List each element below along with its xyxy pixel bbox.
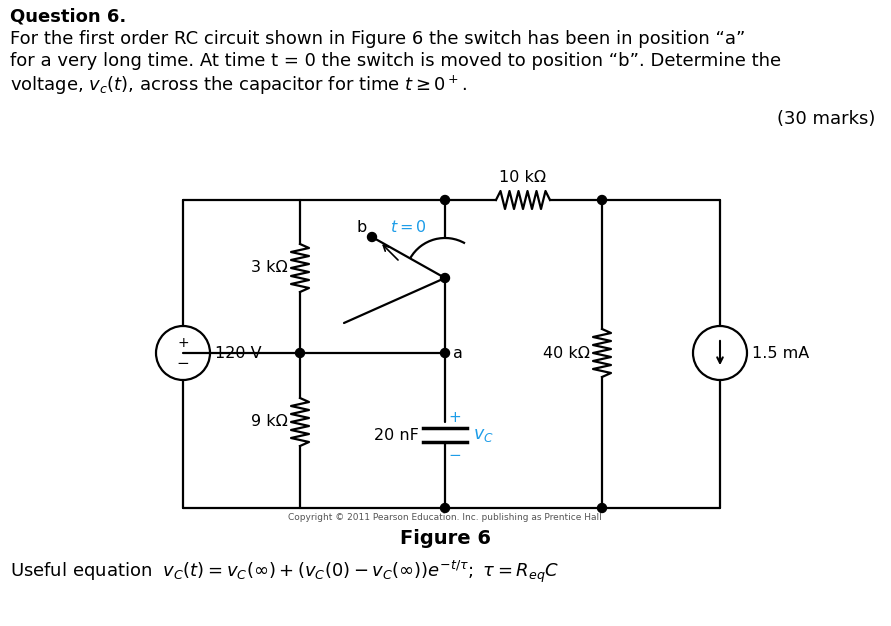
- Circle shape: [440, 195, 449, 205]
- Text: 20 nF: 20 nF: [374, 428, 419, 443]
- Circle shape: [440, 503, 449, 513]
- Circle shape: [440, 349, 449, 357]
- Text: +: +: [449, 409, 462, 424]
- Text: 120 V: 120 V: [215, 346, 262, 361]
- Text: for a very long time. At time t = 0 the switch is moved to position “b”. Determi: for a very long time. At time t = 0 the …: [10, 52, 781, 70]
- Text: 3 kΩ: 3 kΩ: [251, 260, 288, 275]
- Text: $v_C$: $v_C$: [473, 426, 494, 444]
- Text: For the first order RC circuit shown in Figure 6 the switch has been in position: For the first order RC circuit shown in …: [10, 30, 746, 48]
- Text: 9 kΩ: 9 kΩ: [251, 414, 288, 429]
- Circle shape: [440, 274, 449, 282]
- Text: a: a: [453, 346, 463, 361]
- Text: 10 kΩ: 10 kΩ: [500, 170, 546, 185]
- Text: Useful equation  $v_C(t)=v_C(\infty)+(v_C(0)-v_C(\infty))e^{-t/\tau}$$;\ \tau = : Useful equation $v_C(t)=v_C(\infty)+(v_C…: [10, 559, 560, 585]
- Text: 40 kΩ: 40 kΩ: [543, 346, 590, 361]
- Circle shape: [598, 195, 607, 205]
- Circle shape: [296, 349, 305, 357]
- Text: +: +: [177, 336, 189, 350]
- Text: Copyright © 2011 Pearson Education. Inc. publishing as Prentice Hall: Copyright © 2011 Pearson Education. Inc.…: [288, 513, 602, 523]
- Text: 1.5 mA: 1.5 mA: [752, 346, 809, 361]
- Text: b: b: [356, 220, 367, 235]
- Text: (30 marks): (30 marks): [777, 110, 875, 128]
- Text: Figure 6: Figure 6: [399, 528, 491, 548]
- Circle shape: [367, 232, 377, 242]
- Text: voltage, $v_c(t)$, across the capacitor for time $t\geq0^+$.: voltage, $v_c(t)$, across the capacitor …: [10, 74, 467, 97]
- Text: Question 6.: Question 6.: [10, 8, 127, 26]
- Text: $t=0$: $t=0$: [390, 219, 427, 235]
- Text: −: −: [449, 448, 462, 463]
- Circle shape: [598, 503, 607, 513]
- Text: −: −: [176, 356, 190, 371]
